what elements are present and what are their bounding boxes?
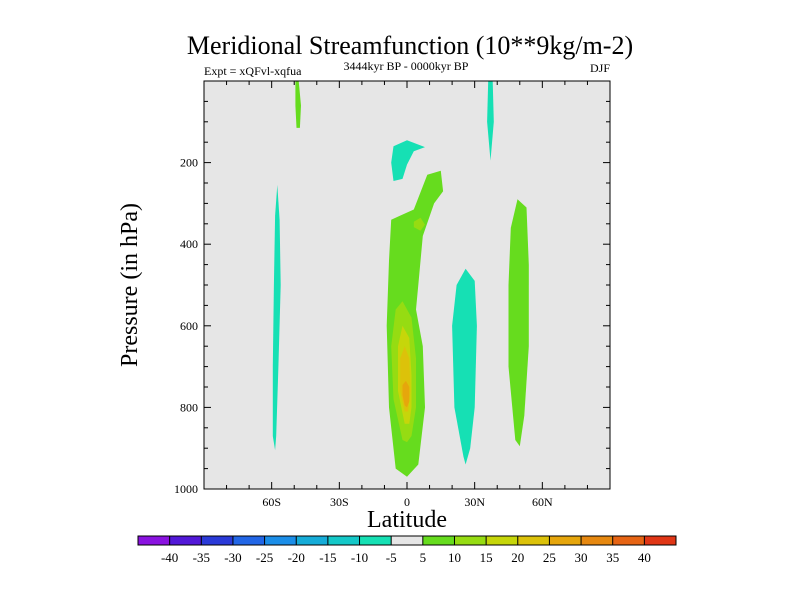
colorbar-swatch	[517, 536, 550, 545]
colorbar-label: -40	[161, 550, 178, 565]
colorbar-label: -15	[319, 550, 336, 565]
contour-positive-equator-level-25	[402, 380, 410, 408]
colorbar-swatch	[232, 536, 265, 545]
colorbar-swatch	[486, 536, 519, 545]
colorbar-label: -25	[256, 550, 273, 565]
colorbar-swatch	[169, 536, 202, 545]
colorbar-label: 15	[480, 550, 493, 565]
contour-negative-lobe-0-upper	[391, 140, 425, 181]
contour-negative-lobe-60S	[272, 185, 281, 451]
colorbar-label: -35	[193, 550, 210, 565]
colorbar-swatch	[581, 536, 614, 545]
contour-negative-lobe-35N-upper	[487, 81, 494, 161]
colorbar-swatch	[391, 536, 424, 545]
colorbar-swatch	[359, 536, 392, 545]
x-tick-label: 30S	[330, 495, 349, 509]
colorbar-swatch	[549, 536, 582, 545]
colorbar-swatch	[454, 536, 487, 545]
colorbar-swatch	[422, 536, 455, 545]
colorbar-label: 25	[543, 550, 556, 565]
x-tick-label: 30N	[464, 495, 485, 509]
y-axis-title: Pressure (in hPa)	[117, 203, 143, 367]
y-tick-label: 200	[180, 156, 198, 170]
x-tick-label: 60N	[532, 495, 553, 509]
x-axis-title: Latitude	[367, 507, 447, 533]
colorbar-swatch	[327, 536, 360, 545]
colorbar-swatch	[296, 536, 329, 545]
colorbar-swatch	[264, 536, 297, 545]
colorbar-swatch	[644, 536, 677, 545]
contour-negative-lobe-30N	[452, 268, 477, 465]
colorbar: -40 -35 -30 -25 -20 -15 -10 -5 5 10 15 20 25 30 35 40	[137, 535, 677, 565]
colorbar-label: -10	[351, 550, 368, 565]
contour-positive-equator-small-inner	[413, 217, 425, 231]
colorbar-label: 10	[448, 550, 461, 565]
season-label: DJF	[590, 61, 610, 75]
colorbar-swatch	[138, 536, 170, 545]
contour-positive-lobe-50N	[508, 199, 529, 447]
contour-positive-lobe-45S-upper	[295, 81, 301, 128]
chart-title: Meridional Streamfunction (10**9kg/m-2)	[187, 31, 633, 60]
colorbar-swatch	[612, 536, 645, 545]
colorbar-label: 40	[638, 550, 651, 565]
experiment-label: Expt = xQFvl-xqfua	[204, 64, 302, 78]
colorbar-label: -20	[288, 550, 305, 565]
contour-regions	[272, 81, 529, 477]
colorbar-label: 35	[606, 550, 619, 565]
colorbar-label: 30	[575, 550, 588, 565]
colorbar-frame	[137, 535, 677, 546]
x-tick-label: 60S	[262, 495, 281, 509]
colorbar-label: 20	[511, 550, 524, 565]
x-tick-label: 0	[404, 495, 410, 509]
y-tick-label: 600	[180, 319, 198, 333]
period-label: 3444kyr BP - 0000kyr BP	[344, 59, 469, 73]
y-tick-label: 800	[180, 400, 198, 414]
colorbar-swatch	[201, 536, 234, 545]
colorbar-label: -5	[386, 550, 397, 565]
y-tick-label: 400	[180, 237, 198, 251]
colorbar-label: -30	[224, 550, 241, 565]
colorbar-label: 5	[420, 550, 427, 565]
axis-ticks: 60S 30S 0 30N 60N 200 400 600 800 1000	[174, 81, 610, 509]
y-tick-label: 1000	[174, 482, 198, 496]
